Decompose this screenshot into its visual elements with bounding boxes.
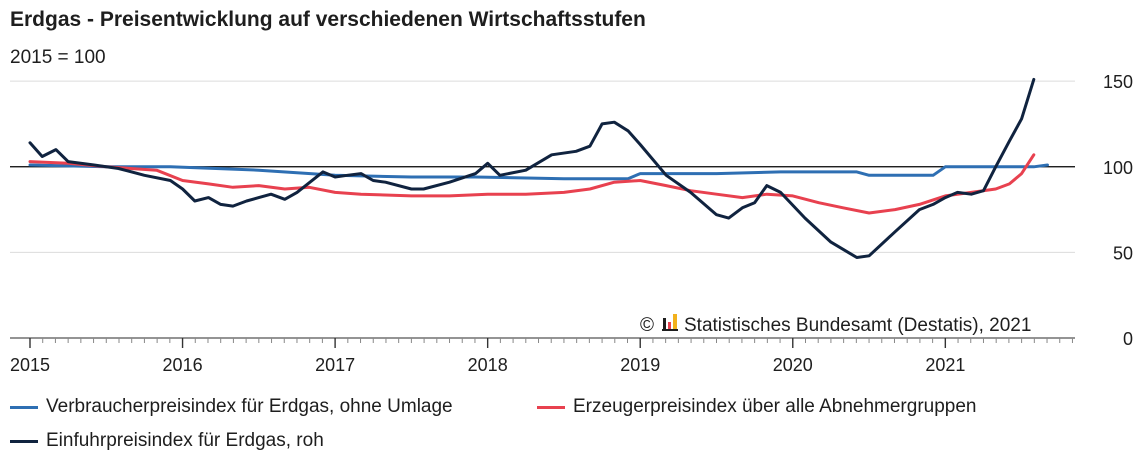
- series-line-1: [28, 153, 1036, 215]
- y-tick-label: 150: [1103, 72, 1133, 92]
- x-tick-label: 2018: [468, 355, 508, 375]
- source-credit: © Statistisches Bundesamt (Destatis), 20…: [640, 314, 1031, 336]
- y-tick-label: 50: [1113, 243, 1133, 263]
- x-tick-label: 2020: [773, 355, 813, 375]
- legend-swatch-einfuhr: [10, 439, 38, 443]
- chart-subtitle: 2015 = 100: [10, 47, 106, 68]
- y-tick-label: 100: [1103, 158, 1133, 178]
- x-axis: 2015 2016 2017 2018 2019 2020 2021: [10, 337, 1075, 375]
- legend-item-verbraucher: Verbraucherpreisindex für Erdgas, ohne U…: [10, 396, 453, 418]
- credit-text: Statistisches Bundesamt (Destatis), 2021: [684, 315, 1031, 336]
- x-tick-label: 2017: [315, 355, 355, 375]
- legend-label-verbraucher: Verbraucherpreisindex für Erdgas, ohne U…: [46, 396, 453, 417]
- legend-swatch-verbraucher: [10, 405, 38, 409]
- x-tick-label: 2019: [620, 355, 660, 375]
- destatis-logo-icon: [662, 314, 678, 331]
- legend-label-erzeuger: Erzeugerpreisindex über alle Abnehmergru…: [573, 396, 977, 417]
- chart-title: Erdgas - Preisentwicklung auf verschiede…: [10, 8, 646, 31]
- series-lines: [28, 77, 1049, 259]
- legend-item-einfuhr: Einfuhrpreisindex für Erdgas, roh: [10, 430, 324, 452]
- y-axis: 0 50 150 100: [1103, 72, 1133, 349]
- legend-label-einfuhr: Einfuhrpreisindex für Erdgas, roh: [46, 430, 324, 451]
- copyright-symbol: ©: [640, 315, 654, 336]
- x-tick-label: 2021: [925, 355, 965, 375]
- series-line-2: [28, 77, 1036, 259]
- x-tick-label: 2015: [10, 355, 50, 375]
- y-tick-label: 0: [1123, 329, 1133, 349]
- series-line-0: [28, 163, 1049, 181]
- legend-item-erzeuger: Erzeugerpreisindex über alle Abnehmergru…: [537, 396, 976, 418]
- legend-swatch-erzeuger: [537, 405, 565, 409]
- x-tick-label: 2016: [163, 355, 203, 375]
